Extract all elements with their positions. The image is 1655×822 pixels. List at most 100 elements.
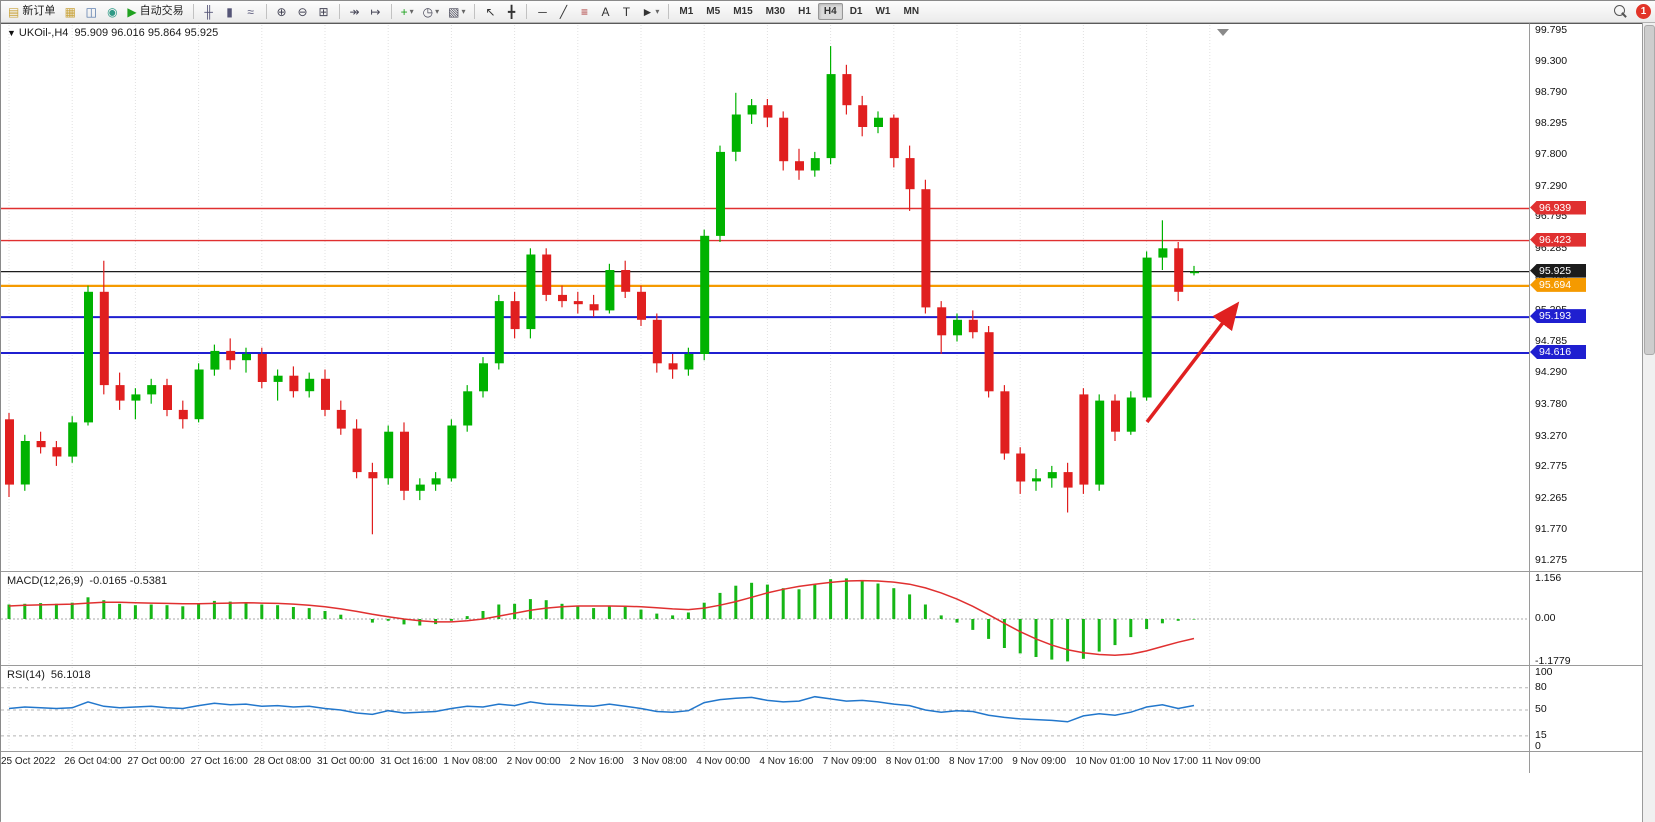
- periods-icon: ◷: [422, 4, 434, 19]
- vertical-scrollbar[interactable]: [1642, 23, 1655, 822]
- toolbar-divider: [526, 4, 528, 19]
- profiles-icon[interactable]: ◫: [81, 2, 101, 21]
- new-order-icon: ▤: [8, 4, 20, 19]
- auto-trading-button-label: 自动交易: [139, 5, 184, 17]
- timeframe-button-m30[interactable]: M30: [765, 6, 786, 17]
- time-axis-label: 8 Nov 17:00: [949, 756, 1003, 767]
- search-icon[interactable]: [1613, 4, 1628, 19]
- time-axis-label: 11 Nov 09:00: [1201, 756, 1261, 767]
- trendline-icon[interactable]: ╱: [553, 2, 573, 21]
- time-axis-label: 27 Oct 16:00: [190, 756, 248, 767]
- timeframe-button-d1[interactable]: D1: [849, 6, 863, 17]
- chart-shift-icon[interactable]: ↦: [366, 2, 386, 21]
- candlestick-chart-icon[interactable]: ▮: [220, 2, 240, 21]
- auto-scroll-icon[interactable]: ↠: [345, 2, 365, 21]
- fibonacci-icon: ≡: [580, 4, 588, 19]
- time-axis-label: 1 Nov 08:00: [443, 756, 498, 767]
- price-axis[interactable]: 99.795 99.300 98.790 98.295 97.800 97.290 96.7…: [1529, 23, 1642, 571]
- macd-axis-label: 1.156: [1535, 572, 1562, 584]
- time-axis-label: 25 Oct 2022: [1, 756, 56, 767]
- notification-badge[interactable]: 1: [1636, 4, 1651, 19]
- fibonacci-icon[interactable]: ≡: [574, 2, 594, 21]
- line-chart-icon[interactable]: ≈: [241, 2, 261, 21]
- rsi-panel[interactable]: RSI(14) 56.1018: [1, 665, 1529, 751]
- time-axis-label: 4 Nov 16:00: [759, 756, 814, 767]
- candlestick-chart[interactable]: [1, 25, 1529, 571]
- price-axis-label: 92.265: [1535, 492, 1568, 505]
- timeframe-button-w1[interactable]: W1: [875, 6, 891, 17]
- chevron-down-icon: ▾: [435, 6, 440, 16]
- timeframe-button-h4[interactable]: H4: [817, 3, 843, 20]
- price-axis-label: 93.780: [1535, 397, 1568, 410]
- new-order-button-label: 新订单: [22, 5, 56, 17]
- chart-symbol-title: UKOil-,H4: [18, 27, 69, 39]
- symbol-marker-icon: ▼: [7, 28, 16, 38]
- text-icon[interactable]: A: [595, 2, 615, 21]
- time-axis-label: 27 Oct 00:00: [127, 756, 185, 767]
- horizontal-line-icon: ─: [538, 4, 547, 19]
- rsi-axis-label: 100: [1535, 666, 1553, 678]
- timeframe-button-mn[interactable]: MN: [903, 6, 920, 17]
- macd-axis-label: -1.1779: [1535, 654, 1571, 665]
- candlestick-chart-icon: ▮: [226, 4, 233, 19]
- rsi-axis: 100 80 50 15 0: [1529, 665, 1642, 751]
- text-icon: A: [601, 4, 610, 19]
- shapes-button[interactable]: ► ▾: [637, 2, 663, 21]
- timeframe-button-m15[interactable]: M15: [733, 6, 753, 17]
- market-watch-icon[interactable]: ◉: [102, 2, 122, 21]
- line-chart-icon: ≈: [247, 4, 254, 19]
- periods-button[interactable]: ◷ ▾: [419, 2, 444, 21]
- bottom-filler: [1, 773, 1642, 822]
- cursor-icon[interactable]: ↖: [480, 2, 500, 21]
- macd-chart[interactable]: [1, 573, 1529, 665]
- price-axis-label: 91.275: [1535, 553, 1568, 566]
- chart-shift-icon: ↦: [370, 4, 381, 19]
- horizontal-line-icon[interactable]: ─: [532, 2, 552, 21]
- toolbar-divider: [265, 4, 267, 19]
- toolbar-divider: [474, 4, 476, 19]
- rsi-chart[interactable]: [1, 667, 1529, 751]
- zoom-out-icon[interactable]: ⊖: [293, 2, 313, 21]
- macd-header: MACD(12,26,9) -0.0165 -0.5381: [7, 575, 167, 587]
- market-watch-icon: ◉: [107, 4, 118, 19]
- bar-chart-icon[interactable]: ╫: [199, 2, 219, 21]
- auto-scroll-icon: ↠: [349, 4, 360, 19]
- new-order-button[interactable]: ▤ 新订单: [4, 2, 59, 21]
- crosshair-icon: ╋: [507, 4, 516, 19]
- scrollbar-thumb[interactable]: [1644, 25, 1655, 355]
- text-label-icon[interactable]: T: [616, 2, 636, 21]
- trendline-icon: ╱: [559, 4, 568, 19]
- time-axis-label: 10 Nov 17:00: [1138, 756, 1199, 767]
- timeframe-button-h1[interactable]: H1: [798, 6, 811, 17]
- auto-trading-button[interactable]: ▶ 自动交易: [123, 2, 187, 21]
- time-axis-label: 2 Nov 00:00: [506, 756, 561, 767]
- zoom-in-icon: ⊕: [276, 4, 287, 19]
- macd-axis: 1.156 0.00 -1.1779: [1529, 571, 1642, 665]
- macd-label: MACD(12,26,9): [7, 575, 84, 587]
- toolbar-divider: [390, 4, 392, 19]
- tile-windows-icon[interactable]: ⊞: [314, 2, 334, 21]
- templates-button[interactable]: ▧ ▾: [444, 2, 469, 21]
- indicators-button[interactable]: + ▾: [397, 2, 418, 21]
- chart-header: ▼ UKOil-,H4 95.909 96.016 95.864 95.925: [7, 27, 218, 39]
- crosshair-icon[interactable]: ╋: [501, 2, 521, 21]
- zoom-in-icon[interactable]: ⊕: [272, 2, 292, 21]
- timeframe-button-m1[interactable]: M1: [679, 6, 694, 17]
- price-axis-label: 91.770: [1535, 522, 1568, 535]
- time-axis-label: 3 Nov 08:00: [633, 756, 687, 767]
- price-axis-label: 94.785: [1535, 335, 1568, 348]
- timeframe-button-m5[interactable]: M5: [706, 6, 721, 17]
- macd-panel[interactable]: MACD(12,26,9) -0.0165 -0.5381: [1, 571, 1529, 665]
- time-axis-label: 10 Nov 01:00: [1075, 756, 1135, 767]
- price-chart-panel[interactable]: ▼ UKOil-,H4 95.909 96.016 95.864 95.925: [1, 23, 1529, 571]
- rsi-header: RSI(14) 56.1018: [7, 669, 91, 681]
- time-axis[interactable]: 25 Oct 2022 26 Oct 04:00 27 Oct 00:00 27 Oc…: [1, 751, 1529, 773]
- new-chart-icon[interactable]: ▦: [60, 2, 80, 21]
- indicators-icon: +: [400, 4, 408, 19]
- bar-chart-icon: ╫: [204, 4, 213, 19]
- price-axis-label: 97.290: [1535, 179, 1568, 192]
- cursor-icon: ↖: [485, 4, 496, 19]
- price-axis-label: 97.800: [1535, 147, 1568, 160]
- timeframe-toolbar: M1 M5 M15 M30 H1 H4 D1 W1 MN: [673, 3, 925, 20]
- tile-windows-icon: ⊞: [318, 4, 329, 19]
